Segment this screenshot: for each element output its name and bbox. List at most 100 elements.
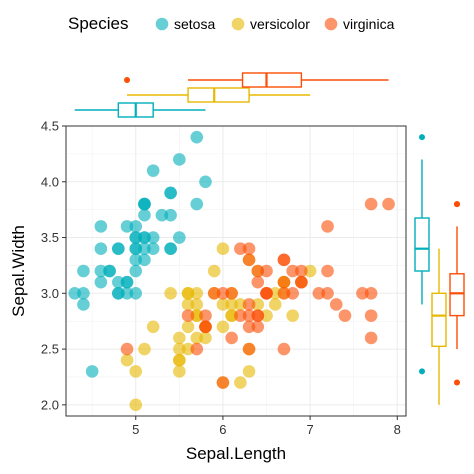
data-point-setosa	[146, 231, 160, 244]
x-tick-label: 7	[306, 422, 313, 437]
data-point-virginica	[382, 197, 395, 211]
data-point-versicolor	[181, 320, 195, 334]
data-point-virginica	[295, 264, 308, 278]
data-point-virginica	[181, 309, 195, 322]
data-point-virginica	[338, 309, 352, 322]
data-point-versicolor	[268, 287, 282, 300]
data-point-setosa	[138, 242, 151, 255]
data-point-setosa	[103, 264, 116, 278]
outlier-point	[454, 379, 460, 386]
data-point-versicolor	[173, 331, 186, 345]
data-point-setosa	[94, 242, 108, 255]
data-point-setosa	[164, 186, 177, 200]
data-point-versicolor	[120, 353, 134, 367]
data-point-versicolor	[129, 365, 143, 378]
data-point-versicolor	[234, 376, 247, 389]
data-point-virginica	[120, 342, 134, 356]
data-point-virginica	[225, 287, 238, 300]
panel-background	[66, 126, 406, 416]
data-points	[68, 130, 395, 412]
right-marginal-boxplots	[414, 134, 465, 405]
data-point-versicolor	[225, 298, 238, 311]
data-point-virginica	[321, 264, 334, 278]
legend-label-setosa: setosa	[174, 16, 215, 32]
data-point-versicolor	[190, 331, 204, 345]
top-boxplot-virginica	[124, 72, 389, 88]
data-point-versicolor	[251, 298, 265, 311]
data-point-versicolor	[181, 298, 195, 311]
data-point-setosa	[173, 153, 186, 166]
data-point-virginica	[286, 287, 299, 300]
top-boxplot-setosa	[74, 102, 206, 118]
data-point-versicolor	[173, 353, 186, 367]
data-point-setosa	[190, 197, 204, 211]
data-point-virginica	[277, 275, 291, 289]
y-axis-title: Sepal.Width	[9, 225, 28, 317]
outlier-point	[124, 77, 131, 83]
data-point-setosa	[129, 253, 143, 267]
data-point-setosa	[190, 130, 204, 144]
x-tick-label: 6	[219, 422, 226, 437]
data-point-virginica	[242, 309, 256, 322]
data-point-virginica	[216, 376, 230, 389]
legend-title: Species	[68, 14, 128, 33]
data-point-versicolor	[286, 309, 299, 322]
data-point-setosa	[112, 242, 125, 255]
data-point-versicolor	[303, 264, 317, 278]
data-point-virginica	[329, 298, 343, 311]
y-tick-label: 2.0	[41, 397, 59, 412]
box	[449, 273, 465, 317]
legend-label-virginica: virginica	[343, 16, 395, 32]
data-point-setosa	[173, 231, 186, 244]
data-point-setosa	[120, 287, 134, 300]
data-point-setosa	[129, 231, 143, 244]
data-point-setosa	[129, 220, 143, 233]
right-boxplot-virginica	[449, 201, 465, 386]
data-point-versicolor	[164, 287, 177, 300]
data-point-versicolor	[190, 298, 204, 311]
data-point-setosa	[146, 164, 160, 177]
data-point-setosa	[120, 220, 134, 233]
data-point-virginica	[277, 287, 291, 300]
data-point-versicolor	[190, 309, 204, 322]
legend-label-versicolor: versicolor	[250, 16, 310, 32]
data-point-setosa	[129, 264, 143, 278]
y-axis: 2.0 2.5 3.0 3.5 4.0 4.5	[41, 119, 66, 412]
right-boxplot-setosa	[414, 134, 430, 375]
data-point-virginica	[251, 320, 265, 334]
data-point-versicolor	[129, 398, 143, 412]
data-point-setosa	[85, 365, 99, 378]
data-point-versicolor	[146, 320, 160, 334]
data-point-setosa	[94, 220, 108, 233]
data-point-versicolor	[216, 320, 230, 334]
legend-key-virginica	[324, 17, 338, 31]
data-point-virginica	[364, 197, 378, 211]
outlier-point	[419, 368, 425, 375]
right-boxplot-versicolor	[431, 248, 447, 405]
data-point-setosa	[138, 231, 151, 244]
legend: Species setosa versicolor virginica	[68, 14, 395, 33]
data-point-virginica	[364, 331, 378, 345]
data-point-versicolor	[173, 342, 186, 356]
data-point-setosa	[138, 197, 151, 211]
data-point-virginica	[321, 287, 334, 300]
x-tick-label: 5	[132, 422, 139, 437]
data-point-versicolor	[199, 331, 212, 345]
data-point-virginica	[199, 320, 212, 334]
data-point-virginica	[242, 342, 256, 356]
data-point-setosa	[94, 275, 108, 289]
data-point-versicolor	[242, 365, 256, 378]
data-point-virginica	[321, 220, 334, 233]
data-point-virginica	[277, 253, 291, 267]
data-point-setosa	[112, 275, 125, 289]
outlier-point	[419, 134, 425, 141]
plot-panel	[65, 125, 407, 417]
data-point-setosa	[68, 287, 82, 300]
data-point-virginica	[295, 275, 308, 289]
data-point-versicolor	[138, 342, 151, 356]
data-point-virginica	[216, 287, 230, 300]
data-point-versicolor	[190, 287, 204, 300]
panel-border	[65, 125, 407, 417]
